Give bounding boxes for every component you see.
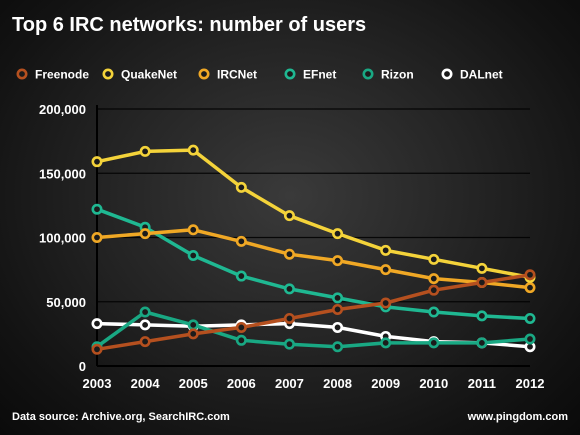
data-point-quakenet-2010: [428, 253, 440, 265]
data-point-rizon-2007: [283, 338, 295, 350]
data-point-ircnet-2007: [283, 248, 295, 260]
data-point-dalnet-2008: [332, 321, 344, 333]
data-point-quakenet-2009: [380, 244, 392, 256]
data-source-note: Data source: Archive.org, SearchIRC.com: [12, 411, 230, 423]
series-line-efnet: [95, 207, 532, 321]
y-tick-label-200-000: 200,000: [39, 102, 86, 117]
y-tick-label-150-000: 150,000: [39, 166, 86, 181]
series-line-rizon: [95, 310, 532, 349]
legend-label-rizon: Rizon: [381, 68, 414, 82]
data-point-dalnet-2004: [139, 319, 151, 331]
data-point-rizon-2010: [428, 337, 440, 349]
data-point-efnet-2010: [428, 306, 440, 318]
data-point-freenode-2003: [91, 343, 103, 355]
data-point-efnet-2007: [283, 283, 295, 295]
x-tick-label-2012: 2012: [516, 376, 545, 391]
data-point-rizon-2012: [524, 333, 536, 345]
legend-marker-dalnet: [441, 68, 453, 80]
series-line-ircnet: [95, 228, 532, 290]
data-point-freenode-2006: [235, 321, 247, 333]
data-point-efnet-2008: [332, 292, 344, 304]
data-point-rizon-2008: [332, 341, 344, 353]
legend-marker-rizon: [362, 68, 374, 80]
x-tick-label-2010: 2010: [419, 376, 448, 391]
legend-marker-freenode: [16, 68, 28, 80]
legend-marker-ircnet: [198, 68, 210, 80]
x-tick-label-2003: 2003: [83, 376, 112, 391]
data-point-efnet-2012: [524, 312, 536, 324]
data-point-efnet-2003: [91, 203, 103, 215]
series-line-quakenet: [95, 148, 532, 280]
data-point-rizon-2005: [187, 319, 199, 331]
x-tick-label-2004: 2004: [131, 376, 161, 391]
data-point-rizon-2009: [380, 337, 392, 349]
y-tick-label-50-000: 50,000: [46, 295, 86, 310]
y-tick-label-100-000: 100,000: [39, 231, 86, 246]
x-tick-label-2006: 2006: [227, 376, 256, 391]
data-point-ircnet-2012: [524, 282, 536, 294]
y-tick-label-0: 0: [79, 359, 86, 374]
data-point-quakenet-2007: [283, 210, 295, 222]
legend-marker-quakenet: [102, 68, 114, 80]
legend-label-quakenet: QuakeNet: [121, 68, 177, 82]
x-tick-label-2005: 2005: [179, 376, 208, 391]
x-tick-label-2009: 2009: [371, 376, 400, 391]
data-point-efnet-2011: [476, 310, 488, 322]
data-point-ircnet-2005: [187, 224, 199, 236]
data-point-freenode-2011: [476, 276, 488, 288]
data-point-freenode-2005: [187, 328, 199, 340]
x-tick-label-2007: 2007: [275, 376, 304, 391]
data-point-ircnet-2010: [428, 273, 440, 285]
series-line-freenode: [95, 273, 532, 352]
data-point-ircnet-2009: [380, 264, 392, 276]
data-point-quakenet-2011: [476, 262, 488, 274]
data-point-ircnet-2004: [139, 228, 151, 240]
data-point-freenode-2010: [428, 284, 440, 296]
data-point-dalnet-2003: [91, 318, 103, 330]
data-point-freenode-2007: [283, 312, 295, 324]
data-point-freenode-2008: [332, 303, 344, 315]
data-point-freenode-2004: [139, 336, 151, 348]
legend-marker-efnet: [284, 68, 296, 80]
legend-label-ircnet: IRCNet: [217, 68, 257, 82]
x-tick-label-2008: 2008: [323, 376, 352, 391]
legend-label-efnet: EFnet: [303, 68, 336, 82]
data-point-rizon-2004: [139, 306, 151, 318]
data-point-quakenet-2005: [187, 144, 199, 156]
data-point-ircnet-2006: [235, 235, 247, 247]
data-point-quakenet-2006: [235, 181, 247, 193]
website-credit: www.pingdom.com: [467, 411, 568, 423]
data-point-efnet-2006: [235, 270, 247, 282]
legend-label-freenode: Freenode: [35, 68, 89, 82]
chart-title: Top 6 IRC networks: number of users: [12, 14, 367, 36]
data-point-efnet-2005: [187, 249, 199, 261]
data-point-ircnet-2003: [91, 232, 103, 244]
data-point-freenode-2009: [380, 297, 392, 309]
x-tick-label-2011: 2011: [468, 376, 496, 391]
data-point-ircnet-2008: [332, 255, 344, 267]
data-point-rizon-2011: [476, 337, 488, 349]
data-point-freenode-2012: [524, 269, 536, 281]
data-point-quakenet-2004: [139, 145, 151, 157]
data-point-quakenet-2003: [91, 156, 103, 168]
data-point-rizon-2006: [235, 334, 247, 346]
data-point-quakenet-2008: [332, 228, 344, 240]
legend-label-dalnet: DALnet: [460, 68, 503, 82]
